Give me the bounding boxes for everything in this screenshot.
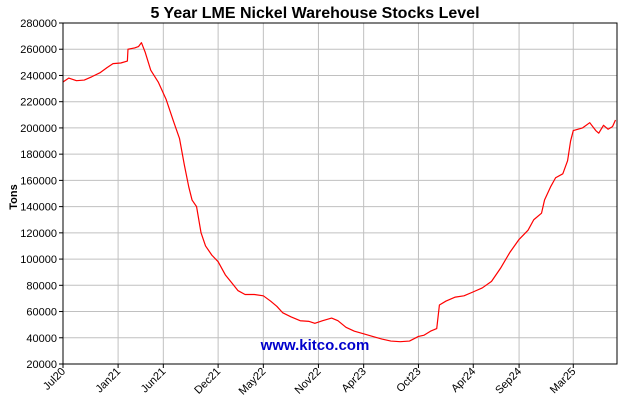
y-tick-label: 160000 <box>20 175 57 187</box>
y-tick-label: 20000 <box>26 359 57 371</box>
y-tick-label: 100000 <box>20 254 57 266</box>
y-tick-labels: 20000 40000 60000 80000 100000 120000 140000 16… <box>20 18 57 371</box>
x-tick-label: Apr23 <box>340 366 369 395</box>
y-tick-label: 140000 <box>20 202 57 214</box>
x-tick-label: Jan21 <box>94 366 124 396</box>
y-tick-label: 220000 <box>20 97 57 109</box>
plot-frame <box>62 22 618 365</box>
y-axis-label: Tons <box>8 184 20 209</box>
y-tick-label: 60000 <box>26 307 57 319</box>
plot-background <box>63 23 617 364</box>
watermark-link[interactable]: www.kitco.com <box>260 337 370 354</box>
x-tick-label: Jun21 <box>139 366 169 396</box>
series-line <box>62 42 617 343</box>
y-tick-label: 280000 <box>20 18 57 30</box>
x-tick-label: Mar25 <box>548 366 579 397</box>
y-tick-label: 180000 <box>20 149 57 161</box>
x-tick-label: May22 <box>237 366 269 398</box>
y-tick-label: 120000 <box>20 228 57 240</box>
x-tick-label: Dec21 <box>192 366 223 397</box>
x-tick-label: Nov22 <box>293 366 324 397</box>
y-tick-label: 200000 <box>20 123 57 135</box>
x-tick-labels: Jul20 Jan21 Jun21 Dec21 May22 Nov22 Apr23 Oct23… <box>41 366 578 398</box>
series-layer <box>62 42 617 343</box>
y-tick-label: 40000 <box>26 333 57 345</box>
x-tick-label: Apr24 <box>449 366 478 395</box>
chart-title: 5 Year LME Nickel Warehouse Stocks Level <box>150 5 479 22</box>
x-tick-label: Sep24 <box>493 366 524 397</box>
grid-layer <box>59 22 617 368</box>
y-tick-label: 260000 <box>20 44 57 56</box>
y-tick-label: 240000 <box>20 70 57 82</box>
y-tick-label: 80000 <box>26 280 57 292</box>
x-tick-label: Oct23 <box>394 366 423 395</box>
